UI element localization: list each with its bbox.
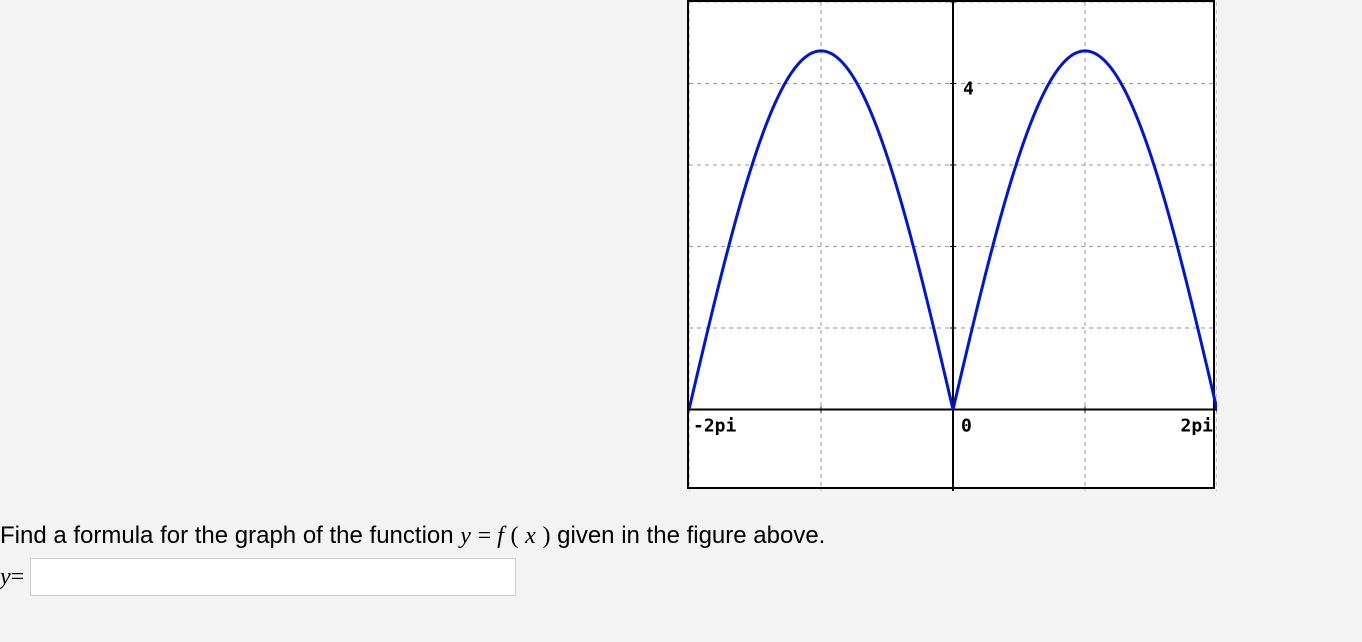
question-prefix: Find a formula for the graph of the func… — [0, 522, 460, 549]
x-tick-label: 0 — [961, 416, 972, 437]
chart-container: 0 -2pi 2pi 4 — [687, 0, 1215, 489]
chart-plot: 0 -2pi 2pi 4 — [689, 2, 1217, 491]
x-tick-label: -2pi — [693, 416, 737, 437]
paren-open: ( — [510, 523, 518, 549]
question-area: Find a formula for the graph of the func… — [0, 522, 825, 596]
answer-label-y: y — [0, 564, 11, 591]
answer-input[interactable] — [30, 558, 516, 596]
x-tick-label: 2pi — [1180, 416, 1213, 437]
paren-close: ) — [542, 523, 550, 549]
question-suffix: given in the figure above. — [557, 522, 825, 549]
variable-x: x — [525, 523, 536, 549]
answer-row: y = — [0, 558, 825, 596]
answer-label-eq: = — [11, 564, 25, 591]
y-tick-label: 4 — [963, 79, 974, 100]
question-text-line: Find a formula for the graph of the func… — [0, 522, 825, 550]
variable-y: y — [460, 523, 471, 549]
equals-sign: = — [478, 523, 498, 549]
function-f: f — [497, 523, 504, 549]
